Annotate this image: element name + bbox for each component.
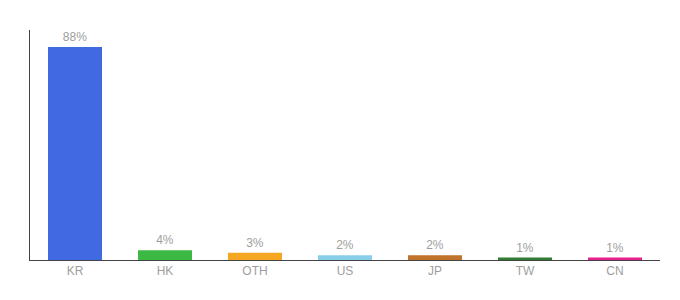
svg-text:CN: CN	[606, 264, 623, 278]
svg-text:1%: 1%	[606, 241, 624, 255]
svg-text:JP: JP	[428, 264, 442, 278]
svg-text:3%: 3%	[246, 236, 264, 250]
svg-text:TW: TW	[516, 264, 535, 278]
svg-text:1%: 1%	[516, 241, 534, 255]
svg-text:OTH: OTH	[242, 264, 267, 278]
svg-text:4%: 4%	[156, 233, 174, 247]
svg-text:HK: HK	[157, 264, 174, 278]
svg-text:US: US	[337, 264, 354, 278]
svg-text:88%: 88%	[63, 30, 87, 44]
svg-text:2%: 2%	[426, 238, 444, 252]
svg-text:2%: 2%	[336, 238, 354, 252]
svg-text:KR: KR	[67, 264, 84, 278]
